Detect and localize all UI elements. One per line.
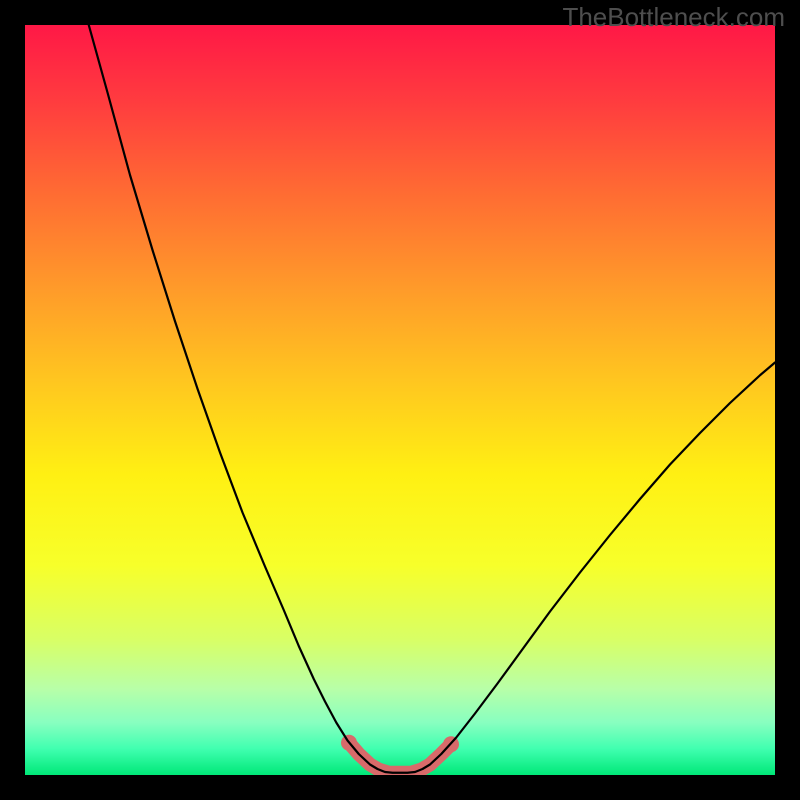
chart-frame: TheBottleneck.com [0,0,800,800]
bottleneck-curve [89,25,775,773]
watermark-text: TheBottleneck.com [562,2,785,33]
curve-layer [0,0,800,800]
